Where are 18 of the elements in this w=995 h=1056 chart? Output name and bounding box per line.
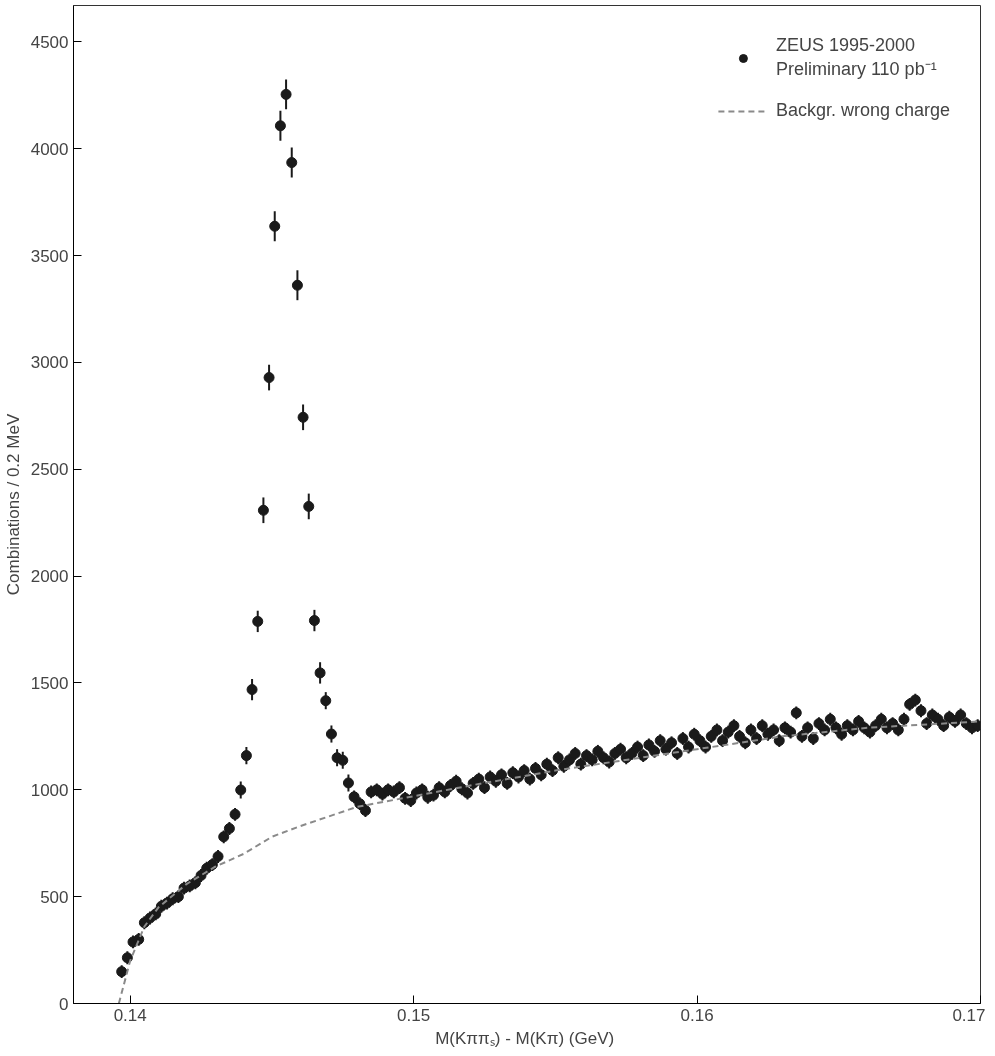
x-tick-label: 0.15 [397,1005,431,1025]
y-tick-label: 4500 [30,32,69,52]
x-tick-label: 0.17 [952,1005,986,1025]
y-tick-label: 1000 [30,780,69,800]
y-tick-label: 3000 [30,353,69,373]
legend-label: ZEUS 1995-2000 Preliminary 110 pb⁻¹ [775,35,937,80]
y-tick-label: 500 [40,887,69,907]
y-tick-label: 2000 [30,567,69,587]
legend-label: Backgr. wrong charge [775,100,950,121]
y-tick-label: 4000 [30,139,69,159]
x-tick-label: 0.14 [113,1005,147,1025]
x-axis-title: M(Kππₛ) - M(Kπ) (GeV) [435,1028,615,1048]
y-tick-label: 3500 [30,246,69,266]
y-tick-label: 1500 [30,673,69,693]
y-axis-title: Combinations / 0.2 MeV [3,413,23,596]
y-tick-label: 2500 [30,460,69,480]
y-tick-label: 0 [59,994,69,1014]
x-tick-label: 0.16 [680,1005,714,1025]
